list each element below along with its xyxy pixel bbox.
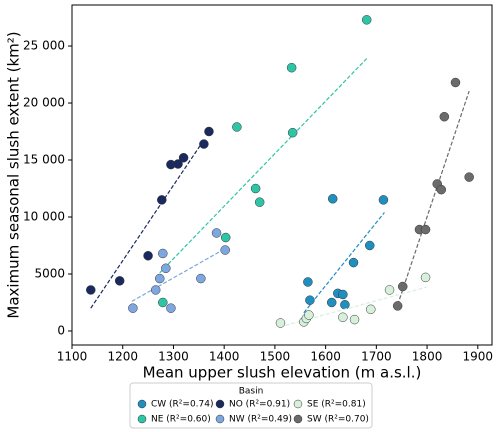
point [275,318,286,328]
point [220,245,230,255]
x-tick-label: 1300 [158,350,189,364]
point [161,263,171,274]
x-tick-label: 1400 [209,350,240,364]
point [150,285,161,295]
x-tick-label: 1200 [107,350,138,364]
point [173,159,183,169]
legend-marker [215,414,225,424]
point [114,276,125,286]
legend-box [129,382,373,429]
point [326,297,337,308]
point [158,297,168,308]
x-axis-label: Mean upper slush elevation (m a.s.l.) [143,364,422,382]
legend-label: NW (R²=0.49) [229,415,292,425]
point [384,285,395,295]
x-tick-label: 1800 [412,350,443,364]
fit-line [159,58,368,274]
point [157,195,167,205]
point [178,152,189,163]
point [250,183,261,194]
x-tick-label: 1700 [361,350,392,364]
point [338,289,348,300]
point [340,300,350,310]
y-tick-label: 20 000 [23,96,65,110]
legend-label: NE (R²=0.60) [151,415,211,425]
legend-label: NO (R²=0.91) [229,400,290,410]
x-tick-label: 1500 [260,350,291,364]
point [128,303,138,313]
point [303,277,313,287]
point [166,303,176,313]
point [464,172,474,182]
legend-marker [293,414,303,424]
legend-marker [293,399,303,409]
legend-label: SE (R²=0.81) [307,400,366,410]
fit-line [303,212,385,314]
point [158,248,168,259]
legend-label: SW (R²=0.70) [307,415,369,425]
point [338,312,348,323]
point [286,62,297,73]
point [420,224,431,235]
x-tick-label: 1900 [463,350,494,364]
point [211,228,222,238]
point [420,272,431,283]
point [378,195,389,205]
point [143,251,153,261]
point [436,184,447,195]
point [199,139,209,149]
point [366,304,376,315]
x-tick-label: 1600 [310,350,341,364]
point [196,273,206,284]
fit-line [90,139,205,309]
point [220,232,231,243]
legend-marker [215,399,225,409]
point [397,281,408,292]
point [450,77,461,88]
fit-line [397,90,470,305]
x-tick-label: 1100 [57,350,88,364]
y-tick-label: 5000 [34,266,65,280]
legend-title: Basin [239,387,264,397]
legend-label: CW (R²=0.74) [151,400,214,410]
point [287,127,298,138]
point [254,197,265,207]
point [361,15,372,25]
y-tick-label: 0 [57,323,65,337]
legend-marker [137,414,147,424]
y-tick-label: 10 000 [23,210,65,224]
y-axis-label: Maximum seasonal slush extent (km²) [5,31,23,318]
point [348,257,359,268]
point [365,240,375,251]
legend-marker [137,399,147,409]
y-tick-label: 25 000 [23,39,65,53]
point [305,295,315,305]
point [155,273,165,284]
point [304,310,314,320]
point [349,314,360,325]
y-tick-label: 15 000 [23,153,65,167]
point [392,301,403,311]
point [439,111,450,122]
point [204,126,214,137]
point [327,194,338,204]
point [86,285,96,295]
plot-frame [71,4,493,346]
point [232,122,242,132]
